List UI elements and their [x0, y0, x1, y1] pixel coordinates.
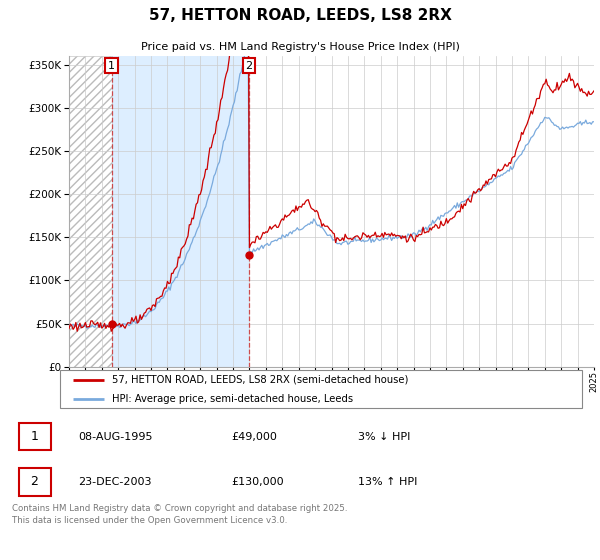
Text: 2: 2: [245, 60, 253, 71]
Text: Contains HM Land Registry data © Crown copyright and database right 2025.
This d: Contains HM Land Registry data © Crown c…: [12, 504, 347, 525]
Text: 23-DEC-2003: 23-DEC-2003: [78, 477, 152, 487]
Text: 2: 2: [31, 475, 38, 488]
Text: 13% ↑ HPI: 13% ↑ HPI: [358, 477, 417, 487]
Text: 08-AUG-1995: 08-AUG-1995: [78, 432, 153, 441]
Text: 1: 1: [108, 60, 115, 71]
Text: HPI: Average price, semi-detached house, Leeds: HPI: Average price, semi-detached house,…: [112, 394, 353, 404]
Text: 1: 1: [31, 430, 38, 443]
Text: 3% ↓ HPI: 3% ↓ HPI: [358, 432, 410, 441]
FancyBboxPatch shape: [19, 468, 50, 496]
Text: 57, HETTON ROAD, LEEDS, LS8 2RX (semi-detached house): 57, HETTON ROAD, LEEDS, LS8 2RX (semi-de…: [112, 375, 409, 385]
Text: 57, HETTON ROAD, LEEDS, LS8 2RX: 57, HETTON ROAD, LEEDS, LS8 2RX: [149, 8, 451, 24]
FancyBboxPatch shape: [19, 423, 50, 450]
Text: Price paid vs. HM Land Registry's House Price Index (HPI): Price paid vs. HM Land Registry's House …: [140, 42, 460, 52]
Text: £49,000: £49,000: [231, 432, 277, 441]
Text: £130,000: £130,000: [231, 477, 284, 487]
